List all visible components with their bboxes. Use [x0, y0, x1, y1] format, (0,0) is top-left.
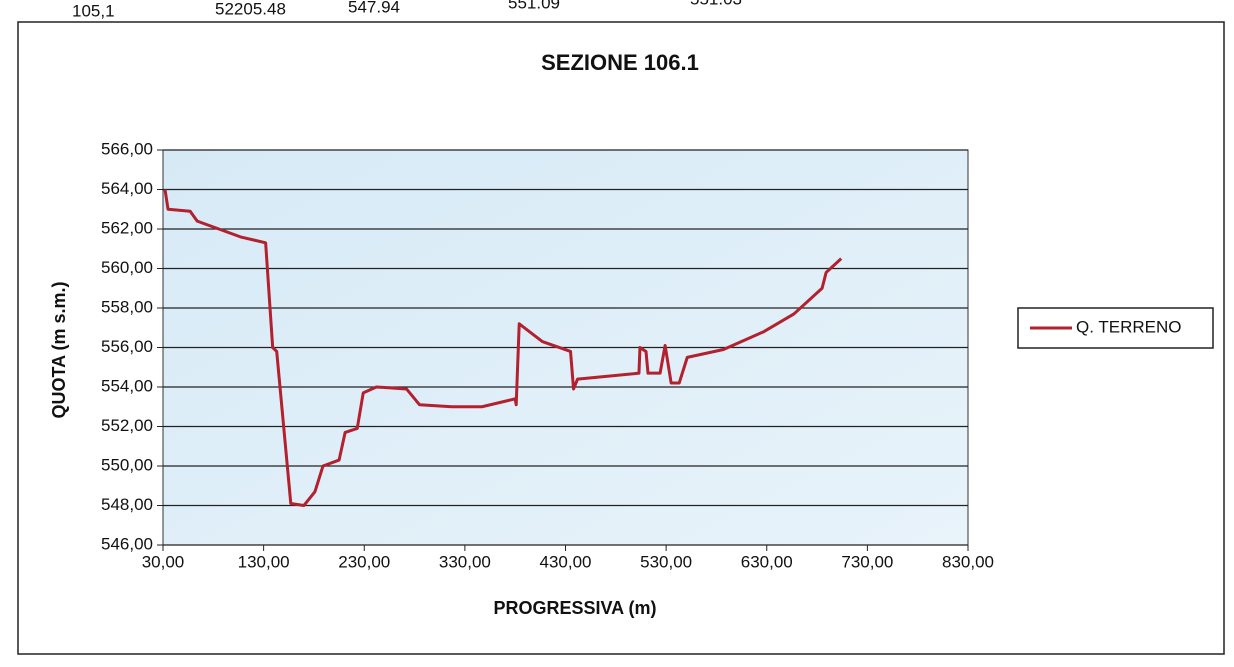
y-tick-label: 558,00 — [101, 297, 153, 316]
x-tick-label: 830,00 — [942, 552, 994, 571]
header-cell: 551.03 — [690, 0, 742, 8]
series-line — [163, 189, 843, 507]
y-tick-label: 552,00 — [101, 416, 153, 435]
y-tick-label: 562,00 — [101, 218, 153, 237]
x-tick-label: 130,00 — [238, 552, 290, 571]
header-cell: 52205.48 — [215, 0, 286, 18]
y-tick-label: 546,00 — [101, 534, 153, 553]
x-tick-label: 630,00 — [741, 552, 793, 571]
x-tick-label: 430,00 — [540, 552, 592, 571]
x-tick-label: 30,00 — [142, 552, 185, 571]
y-tick-label: 550,00 — [101, 455, 153, 474]
x-tick-label: 730,00 — [841, 552, 893, 571]
y-tick-label: 566,00 — [101, 139, 153, 158]
y-tick-label: 560,00 — [101, 258, 153, 277]
legend-label: Q. TERRENO — [1076, 317, 1181, 336]
x-tick-label: 530,00 — [640, 552, 692, 571]
y-tick-label: 548,00 — [101, 495, 153, 514]
x-axis-label: PROGRESSIVA (m) — [493, 598, 656, 618]
y-tick-label: 564,00 — [101, 179, 153, 198]
x-tick-label: 230,00 — [338, 552, 390, 571]
header-cell: 105,1 — [72, 1, 115, 20]
y-axis-label: QUOTA (m s.m.) — [49, 281, 69, 418]
header-cell: 547.94 — [348, 0, 400, 16]
x-tick-label: 330,00 — [439, 552, 491, 571]
y-tick-label: 554,00 — [101, 376, 153, 395]
y-tick-label: 556,00 — [101, 337, 153, 356]
header-cell: 551.09 — [508, 0, 560, 12]
chart-title: SEZIONE 106.1 — [541, 50, 699, 75]
